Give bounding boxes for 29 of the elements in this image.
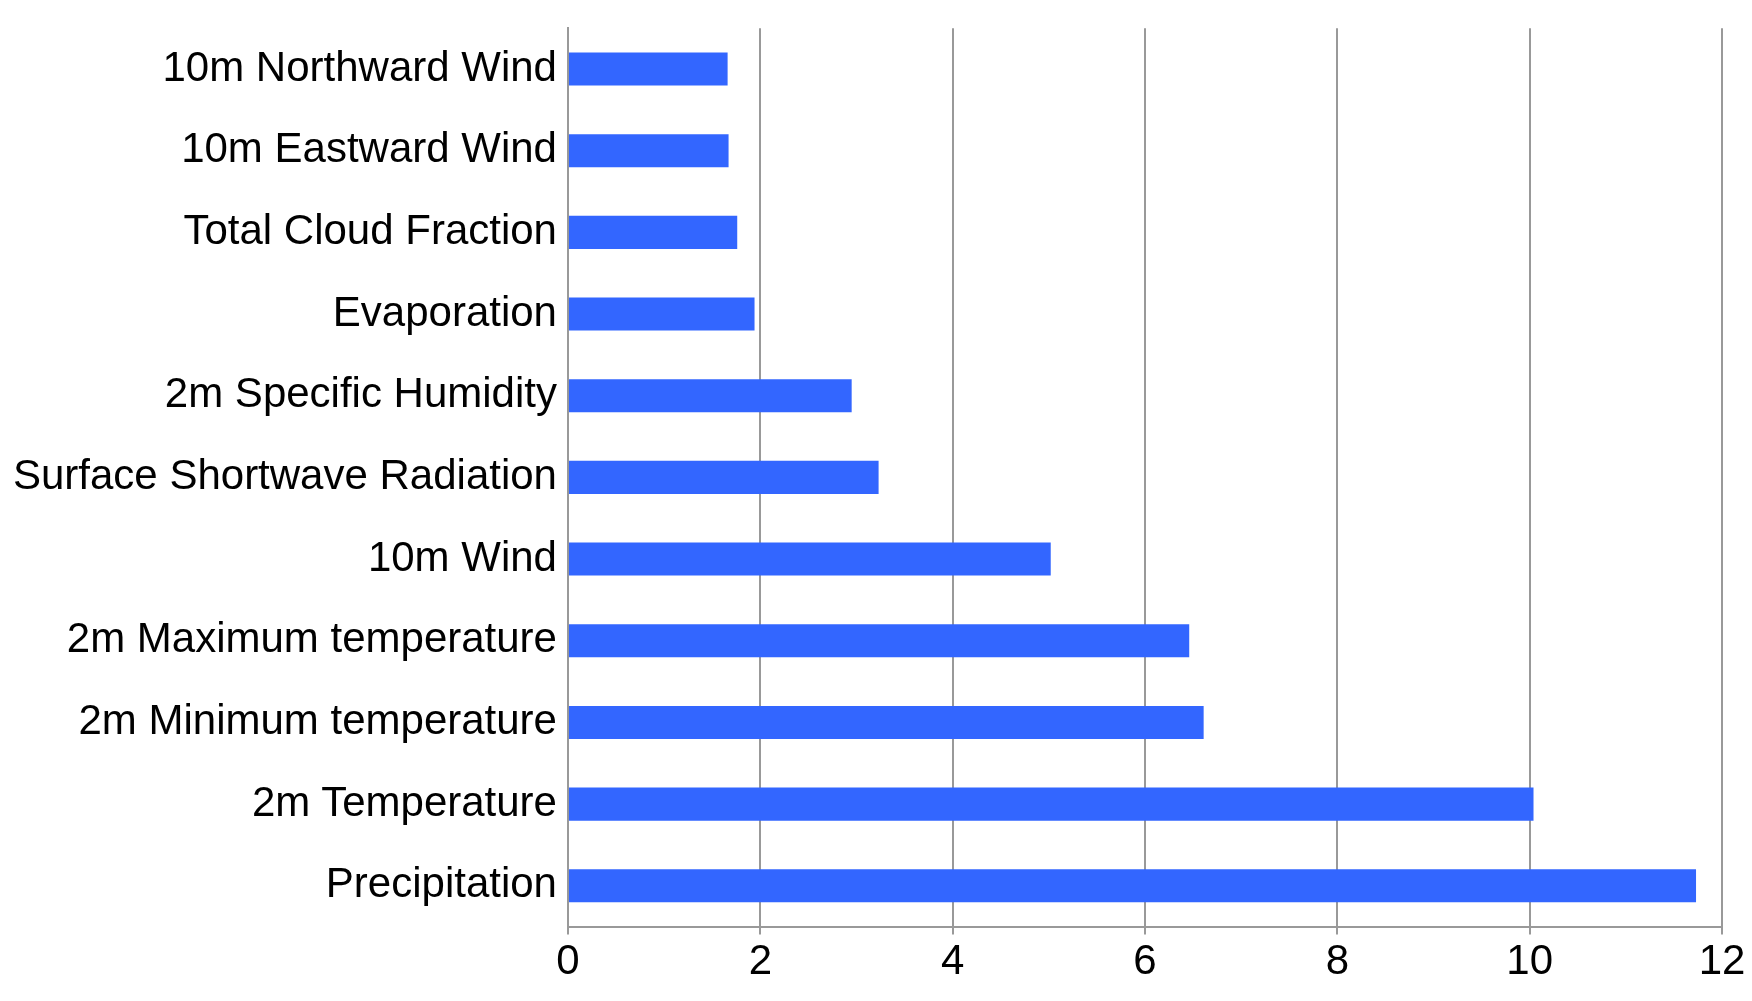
x-tick-label: 2 <box>748 936 772 984</box>
y-tick-label: Total Cloud Fraction <box>183 205 557 253</box>
bar <box>568 542 1051 576</box>
y-tick-label: 2m Temperature <box>251 777 557 825</box>
bar <box>568 869 1697 903</box>
y-tick-label: Surface Shortwave Radiation <box>12 450 557 498</box>
y-tick-label: 10m Eastward Wind <box>181 124 557 172</box>
bar <box>568 624 1190 658</box>
bar <box>568 379 852 413</box>
x-tick-label: 4 <box>940 936 965 984</box>
x-tick-label: 10 <box>1506 936 1554 984</box>
y-tick-label: Precipitation <box>325 859 557 907</box>
bar <box>568 460 879 494</box>
y-tick-label: 2m Maximum temperature <box>66 614 557 662</box>
bar <box>568 215 738 249</box>
y-tick-label: 2m Minimum temperature <box>78 696 557 743</box>
x-tick-label: 8 <box>1325 936 1349 984</box>
bar <box>568 134 729 168</box>
bar <box>568 52 728 86</box>
y-tick-label: 10m Wind <box>367 532 557 580</box>
x-tick-label: 0 <box>556 936 580 984</box>
y-tick-label: 2m Specific Humidity <box>164 369 557 417</box>
bar <box>568 297 755 331</box>
y-tick-label: 10m Northward Wind <box>162 42 557 90</box>
bar <box>568 705 1204 739</box>
x-tick-label: 6 <box>1133 936 1157 984</box>
bar <box>568 787 1534 821</box>
x-tick-label: 12 <box>1698 936 1746 984</box>
y-tick-label: Evaporation <box>332 287 557 335</box>
